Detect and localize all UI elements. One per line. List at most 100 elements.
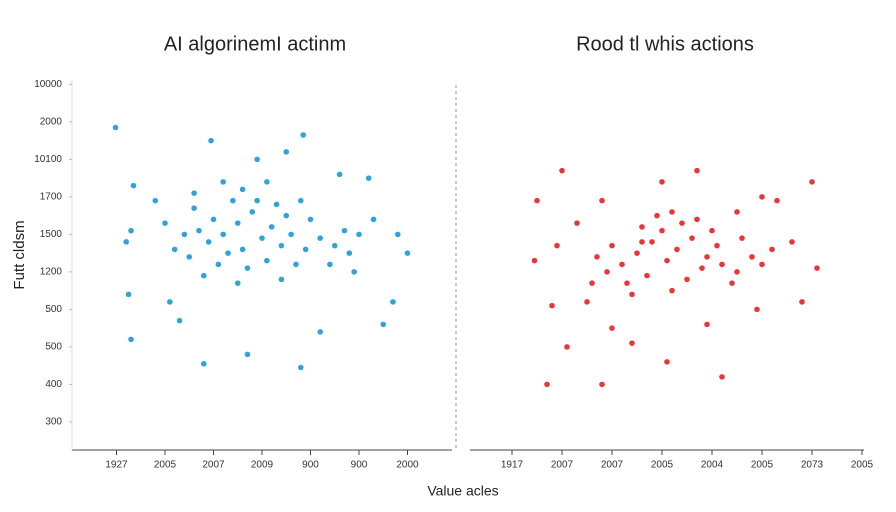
point (125, 291, 132, 298)
point (341, 227, 348, 234)
point (128, 336, 134, 343)
point (769, 246, 775, 253)
x-tick-label: 2000 (396, 460, 419, 471)
point (152, 197, 159, 204)
point (365, 175, 372, 181)
point (549, 302, 555, 309)
point (799, 299, 805, 305)
point (283, 149, 290, 155)
point (694, 167, 700, 174)
point (264, 257, 270, 264)
point (759, 194, 765, 200)
point (259, 235, 265, 241)
point (167, 299, 173, 305)
point (191, 190, 197, 196)
y-tick-label: 1500 (40, 229, 63, 240)
point (589, 280, 595, 286)
point (719, 374, 725, 380)
point (220, 231, 226, 238)
point (302, 246, 309, 253)
point (674, 246, 680, 253)
point (649, 239, 655, 245)
x-tick-label: 2005 (651, 460, 674, 471)
y-tick-label: 2000 (40, 117, 63, 128)
point (759, 261, 765, 268)
y-tick-label: 10000 (34, 79, 62, 90)
point (531, 257, 538, 264)
point (278, 242, 285, 249)
point (639, 224, 645, 230)
chart-title: Rood tl whis actions (576, 33, 754, 55)
point (544, 381, 550, 388)
point (331, 242, 338, 249)
x-tick-label: 2004 (701, 460, 724, 471)
point (599, 197, 605, 204)
y-tick-label: 1200 (40, 267, 63, 278)
point (298, 197, 304, 204)
point (629, 291, 635, 298)
point (249, 209, 256, 215)
point (729, 280, 735, 286)
point (201, 360, 207, 367)
point (574, 220, 580, 226)
point (283, 212, 290, 219)
x-tick-label: 2007 (601, 460, 624, 471)
point (278, 276, 285, 283)
point (609, 242, 615, 249)
point (669, 209, 675, 215)
point (709, 227, 715, 234)
point (112, 124, 119, 131)
x-tick-label: 2005 (154, 460, 177, 471)
x-tick-label: 2009 (251, 460, 274, 471)
point (644, 272, 650, 279)
point (317, 329, 324, 335)
point (380, 321, 387, 328)
point (300, 132, 307, 138)
point (307, 216, 314, 223)
y-tick-label: 10100 (34, 154, 62, 165)
point (694, 216, 700, 223)
point (599, 381, 605, 388)
point (704, 321, 710, 328)
y-tick-label: 500 (45, 304, 62, 315)
point (639, 239, 645, 245)
point (609, 325, 615, 331)
y-tick-label: 500 (45, 342, 62, 353)
point (254, 197, 260, 204)
y-tick-label: 300 (45, 417, 62, 428)
point (351, 269, 357, 275)
x-tick-label: 2073 (801, 460, 824, 471)
point (123, 239, 129, 245)
point (298, 364, 304, 371)
point (404, 250, 411, 256)
x-tick-label: 2007 (551, 460, 574, 471)
point (128, 227, 134, 234)
point (719, 261, 725, 268)
point (370, 216, 377, 223)
point (317, 235, 324, 241)
point (684, 276, 690, 283)
y-tick-label: 400 (45, 379, 62, 390)
point (395, 231, 401, 238)
x-axis-label: Value acles (427, 483, 498, 499)
point (604, 269, 610, 275)
x-tick-label: 1917 (501, 460, 524, 471)
y-tick-label: 1700 (40, 192, 63, 203)
point (629, 340, 635, 346)
point (554, 242, 560, 249)
point (659, 227, 665, 234)
point (264, 179, 270, 185)
point (293, 261, 299, 268)
point (273, 201, 280, 208)
point (624, 280, 630, 286)
point (268, 224, 275, 230)
point (130, 182, 137, 189)
point (664, 257, 670, 264)
point (220, 179, 226, 185)
x-tick-label: 900 (302, 460, 319, 471)
point (739, 235, 745, 241)
x-tick-label: 2005 (751, 460, 774, 471)
x-tick-label: 2005 (851, 460, 874, 471)
chart-title: AI algorinemI actinm (164, 33, 346, 55)
